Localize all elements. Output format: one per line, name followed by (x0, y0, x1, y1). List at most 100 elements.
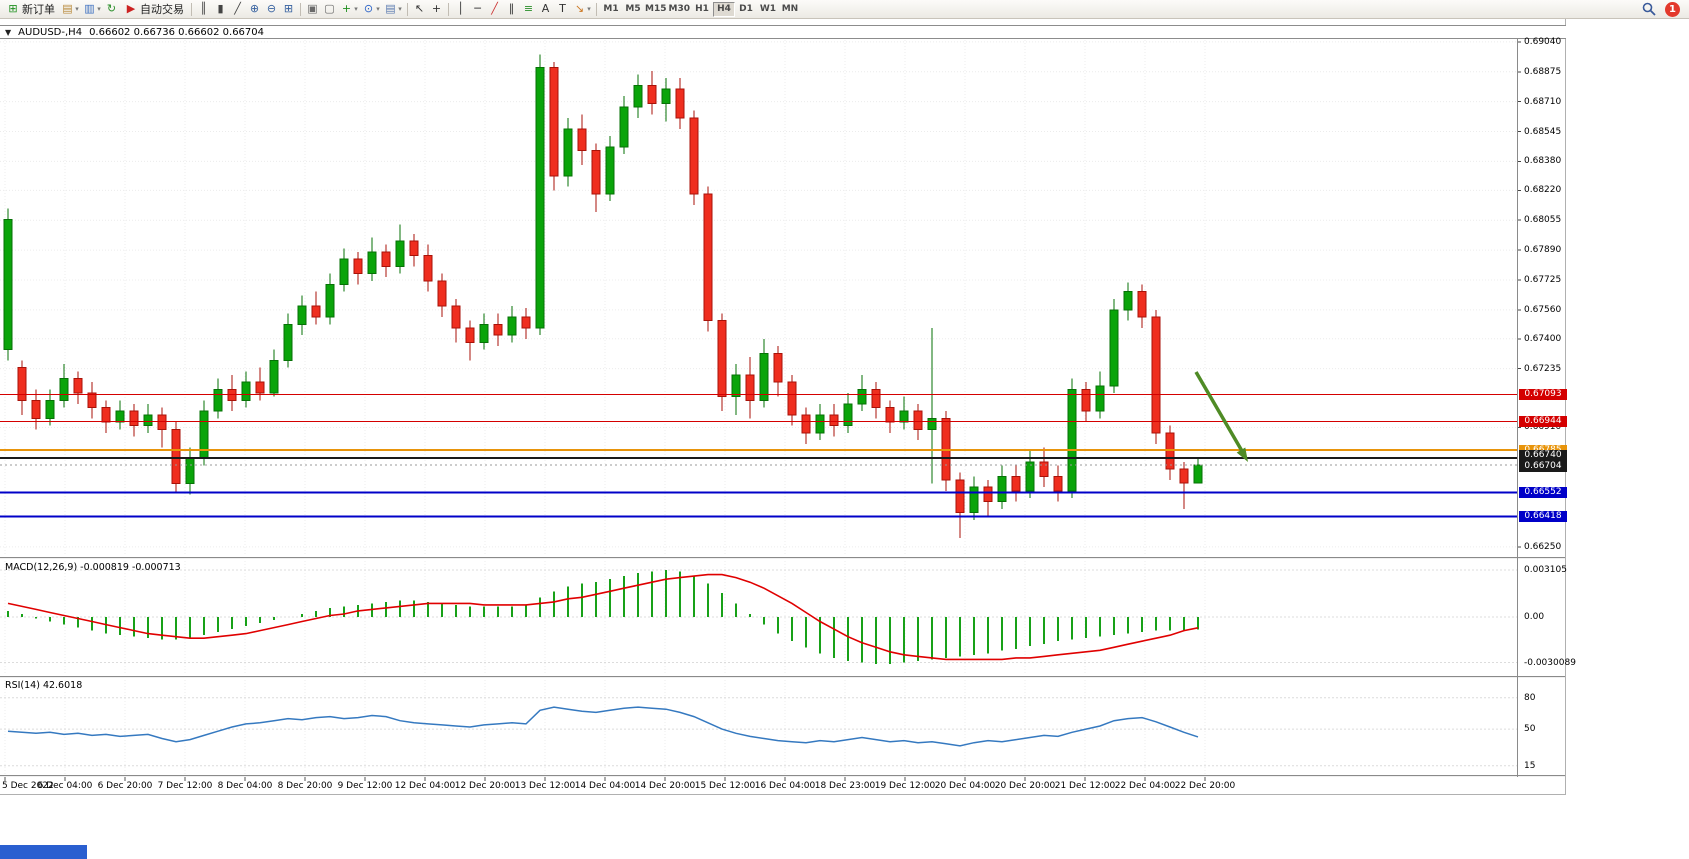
timeframe-h1[interactable]: H1 (695, 4, 709, 14)
timeframe-mn[interactable]: MN (781, 4, 799, 14)
periods-icon[interactable]: ⊙ (363, 2, 374, 15)
timeframe-m5[interactable]: M5 (625, 4, 641, 14)
new-order-icon: ⊞ (8, 2, 18, 15)
new-order-button-label: 新订单 (22, 3, 55, 16)
refresh-icon[interactable]: ↻ (106, 2, 117, 15)
grid-layer (0, 40, 1517, 775)
rsi-layer (7, 706, 1199, 747)
toolbar-separator (448, 2, 449, 16)
axis-time-label: 5 Dec 2022 (2, 781, 54, 791)
timeframe-m15[interactable]: M15 (645, 4, 667, 14)
axis-time-label: 22 Dec 04:00 (1114, 781, 1176, 791)
price-axis[interactable]: 0.69040 0.68875 0.68710 0.68545 0.68380 0.682… (1518, 0, 1689, 795)
trend-arrow-annotation[interactable] (1194, 371, 1244, 452)
macd-axis-label: 0.00 (1524, 612, 1545, 622)
timeframe-h4[interactable]: H4 (712, 1, 735, 17)
candlestick-chart-icon[interactable]: ▮ (217, 2, 224, 15)
axis-price-label: 0.68055 (1524, 215, 1562, 226)
bar-chart-icon[interactable]: ║ (200, 2, 207, 15)
annotation-layer (1194, 371, 1248, 462)
axis-price-label: 0.66250 (1524, 541, 1562, 552)
tile-windows-icon[interactable]: ⊞ (283, 2, 294, 15)
toolbar-separator (407, 2, 408, 16)
bottom-blue-strip (0, 845, 87, 859)
axis-time-label: 8 Dec 04:00 (217, 781, 273, 791)
axis-price-label: 0.68710 (1524, 96, 1562, 107)
horizontal-line-icon[interactable]: ─ (474, 2, 481, 15)
axis-price-label: 0.68380 (1524, 156, 1562, 167)
chart-ohlc-values: 0.66602 0.66736 0.66602 0.66704 (89, 26, 265, 38)
vertical-line-icon[interactable]: │ (457, 2, 464, 15)
rsi-axis-label: 80 (1524, 692, 1536, 703)
frame-layer (0, 19, 1566, 795)
timeframe-d1[interactable]: D1 (739, 4, 753, 14)
trend-arrow-head (1236, 447, 1248, 462)
dropdown-caret-icon[interactable]: ▾ (97, 5, 101, 13)
chart-symbol-title: AUDUSD-,H4 (18, 26, 83, 38)
price-badge: 0.66704 (1519, 461, 1567, 473)
candles-layer (3, 54, 1203, 538)
timeframe-w1[interactable]: W1 (759, 4, 777, 14)
dropdown-caret-icon[interactable]: ▾ (398, 5, 402, 13)
trendline-icon[interactable]: ╱ (491, 2, 498, 15)
text-label-icon[interactable]: T (559, 2, 566, 15)
templates-icon[interactable]: ▤ (385, 2, 396, 15)
price-badge: 0.66740 (1519, 449, 1567, 461)
axis-time-label: 6 Dec 20:00 (97, 781, 153, 791)
chart-canvas[interactable] (0, 0, 1566, 795)
toolbar-right: 1 (1640, 1, 1687, 17)
rsi-axis-label: 15 (1524, 760, 1536, 771)
indicators-icon[interactable]: + (341, 2, 352, 15)
dropdown-caret-icon[interactable]: ▾ (376, 5, 380, 13)
axis-price-label: 0.67890 (1524, 245, 1562, 256)
axis-time-label: 13 Dec 12:00 (514, 781, 576, 791)
axis-time-label: 14 Dec 04:00 (574, 781, 636, 791)
autotrade-icon: ▶ (126, 2, 136, 15)
crosshair-icon[interactable]: + (431, 2, 442, 15)
dropdown-caret-icon[interactable]: ▾ (75, 5, 79, 13)
axis-time-label: 16 Dec 04:00 (754, 781, 816, 791)
notification-badge[interactable]: 1 (1665, 1, 1680, 17)
axis-price-label: 0.68875 (1524, 66, 1562, 77)
symbol-dropdown-icon[interactable]: ▼ (5, 27, 12, 37)
axis-price-label: 0.66910 (1524, 422, 1562, 433)
axis-price-label: 0.67235 (1524, 363, 1562, 374)
new-chart-icon[interactable]: ▤ (62, 2, 73, 15)
axis-price-label: 0.68220 (1524, 185, 1562, 196)
search-icon[interactable] (1640, 1, 1657, 17)
axis-time-label: 18 Dec 23:00 (814, 781, 876, 791)
text-icon[interactable]: A (541, 2, 550, 15)
timeframe-m30[interactable]: M30 (668, 4, 690, 14)
arrows-icon[interactable]: ↘ (574, 2, 585, 15)
price-badge: 0.67093 (1519, 388, 1567, 400)
toolbar-separator (596, 2, 597, 16)
dropdown-caret-icon[interactable]: ▾ (587, 5, 591, 13)
zoom-out-icon[interactable]: ⊖ (266, 2, 277, 15)
axis-time-label: 12 Dec 20:00 (454, 781, 516, 791)
axis-time-label: 9 Dec 12:00 (337, 781, 393, 791)
axis-time-label: 7 Dec 12:00 (157, 781, 213, 791)
time-axis[interactable]: 5 Dec 2022 6 Dec 04:00 6 Dec 20:00 7 Dec 12… (0, 777, 1517, 795)
axis-time-label: 20 Dec 20:00 (994, 781, 1056, 791)
chart-title-bar: ▼ AUDUSD-,H4 0.66602 0.66736 0.66602 0.6… (0, 25, 1566, 39)
channel-icon[interactable]: ∥ (508, 2, 515, 15)
cascade-windows-icon[interactable]: ▢ (324, 2, 335, 15)
axis-time-label: 8 Dec 20:00 (277, 781, 333, 791)
axis-time-label: 14 Dec 20:00 (634, 781, 696, 791)
axis-price-label: 0.69040 (1524, 36, 1562, 47)
cursor-icon[interactable]: ↖ (414, 2, 425, 15)
zoom-in-icon[interactable]: ⊕ (249, 2, 260, 15)
new-order-button[interactable]: ⊞ 新订单 (2, 1, 59, 17)
fibonacci-icon[interactable]: ≡ (523, 2, 534, 15)
timeframe-m1[interactable]: M1 (603, 4, 619, 14)
arrange-windows-icon[interactable]: ▣ (307, 2, 318, 15)
toolbar-separator (300, 2, 301, 16)
profiles-icon[interactable]: ▥ (84, 2, 95, 15)
rsi-label: RSI(14) 42.6018 (5, 680, 83, 691)
dropdown-caret-icon[interactable]: ▾ (354, 5, 358, 13)
line-chart-icon[interactable]: ╱ (234, 2, 241, 15)
axis-time-label: 20 Dec 04:00 (934, 781, 996, 791)
macd-axis-label: -0.0030089 (1524, 657, 1576, 668)
axis-time-label: 19 Dec 12:00 (874, 781, 936, 791)
autotrade-button[interactable]: ▶ 自动交易 (120, 1, 188, 17)
